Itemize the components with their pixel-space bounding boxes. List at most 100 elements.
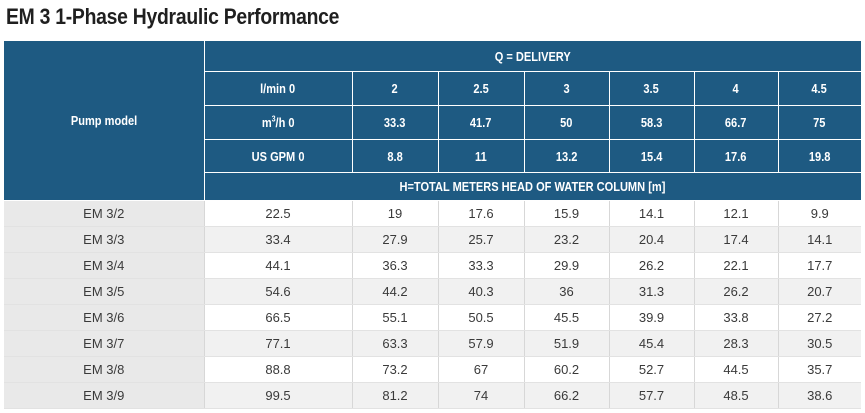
head-value-cell: 9.9 xyxy=(778,200,862,227)
m3h-value: 75 xyxy=(777,105,862,140)
head-value-cell: 14.1 xyxy=(778,226,862,253)
gpm-value-text: 19.8 xyxy=(808,148,831,164)
gpm-value-text: 11 xyxy=(475,148,487,164)
head-value-cell: 36 xyxy=(524,278,610,305)
gpm-value-text: 15.4 xyxy=(640,148,663,164)
lmin-unit-label-text: l/min 0 xyxy=(260,81,296,96)
head-value-cell: 57.7 xyxy=(609,382,695,409)
table-row: EM 3/2 22.5 19 17.6 15.9 14.1 12.1 9.9 xyxy=(4,200,862,227)
head-value-cell: 77.1 xyxy=(204,330,353,357)
head-value-cell: 40.3 xyxy=(438,278,525,305)
head-value-cell: 26.2 xyxy=(609,252,695,279)
gpm-unit-label: US GPM 0 xyxy=(203,139,353,173)
head-value-cell: 50.5 xyxy=(438,304,525,331)
m3h-value-text: 66.7 xyxy=(725,115,747,130)
pump-model-header: Pump model xyxy=(4,40,205,201)
gpm-value: 11 xyxy=(437,139,525,173)
head-value-cell: 51.9 xyxy=(524,330,610,357)
table-row: EM 3/4 44.1 36.3 33.3 29.9 26.2 22.1 17.7 xyxy=(4,252,862,279)
table-row: EM 3/5 54.6 44.2 40.3 36 31.3 26.2 20.7 xyxy=(4,278,862,305)
gpm-value: 15.4 xyxy=(608,139,695,173)
head-header: H=TOTAL METERS HEAD OF WATER COLUMN [m] xyxy=(203,172,862,201)
lmin-row: l/min 0 2 2.5 3 3.5 4 4.5 xyxy=(4,71,862,106)
lmin-value: 2 xyxy=(351,71,439,106)
head-value-cell: 20.7 xyxy=(778,278,862,305)
head-value-cell: 26.2 xyxy=(694,278,779,305)
head-value-cell: 88.8 xyxy=(204,356,353,383)
delivery-label: Q = DELIVERY xyxy=(494,48,571,64)
head-value-cell: 17.4 xyxy=(694,226,779,253)
gpm-row: US GPM 0 8.8 11 13.2 15.4 17.6 19.8 xyxy=(4,139,862,173)
head-value-cell: 19 xyxy=(352,200,439,227)
table-row: EM 3/6 66.5 55.1 50.5 45.5 39.9 33.8 27.2 xyxy=(4,304,862,331)
head-value-cell: 38.6 xyxy=(778,382,862,409)
delivery-header: Q = DELIVERY xyxy=(203,40,862,72)
table-header: Pump model Q = DELIVERY l/min 0 2 2.5 3 3.5 4… xyxy=(4,40,862,201)
head-value-cell: 31.3 xyxy=(609,278,695,305)
head-value-cell: 55.1 xyxy=(352,304,439,331)
head-value-cell: 44.2 xyxy=(352,278,439,305)
m3h-unit-post: /h 0 xyxy=(275,115,295,130)
head-value-cell: 22.5 xyxy=(204,200,353,227)
m3h-value: 66.7 xyxy=(693,105,779,140)
head-value-cell: 29.9 xyxy=(524,252,610,279)
table-row: EM 3/8 88.8 73.2 67 60.2 52.7 44.5 35.7 xyxy=(4,356,862,383)
pump-model-cell: EM 3/6 xyxy=(4,304,205,331)
gpm-value: 17.6 xyxy=(693,139,779,173)
head-value-cell: 57.9 xyxy=(438,330,525,357)
m3h-unit-sup: 3 xyxy=(271,114,276,124)
lmin-value: 3.5 xyxy=(608,71,695,106)
pump-model-cell: EM 3/2 xyxy=(4,200,205,227)
pump-model-cell: EM 3/8 xyxy=(4,356,205,383)
m3h-value: 50 xyxy=(523,105,610,140)
m3h-row: m3/h 0 33.3 41.7 50 58.3 66.7 75 xyxy=(4,105,862,140)
gpm-value: 8.8 xyxy=(351,139,439,173)
head-value-cell: 67 xyxy=(438,356,525,383)
gpm-value-text: 8.8 xyxy=(387,148,403,164)
head-value-cell: 23.2 xyxy=(524,226,610,253)
head-value-cell: 12.1 xyxy=(694,200,779,227)
head-value-cell: 30.5 xyxy=(778,330,862,357)
table-row: EM 3/7 77.1 63.3 57.9 51.9 45.4 28.3 30.5 xyxy=(4,330,862,357)
head-value-cell: 15.9 xyxy=(524,200,610,227)
pump-model-cell: EM 3/5 xyxy=(4,278,205,305)
pump-model-cell: EM 3/9 xyxy=(4,382,205,409)
head-value-cell: 66.2 xyxy=(524,382,610,409)
lmin-value-text: 2 xyxy=(391,81,399,96)
m3h-value: 41.7 xyxy=(437,105,525,140)
m3h-value-text: 33.3 xyxy=(384,115,406,130)
head-value-cell: 35.7 xyxy=(778,356,862,383)
head-value-cell: 74 xyxy=(438,382,525,409)
pump-model-label: Pump model xyxy=(70,113,137,128)
head-value-cell: 17.7 xyxy=(778,252,862,279)
head-value-cell: 27.2 xyxy=(778,304,862,331)
m3h-unit-pre: m xyxy=(261,115,272,130)
head-value-cell: 33.4 xyxy=(204,226,353,253)
head-value-cell: 27.9 xyxy=(352,226,439,253)
lmin-value: 4.5 xyxy=(777,71,862,106)
performance-table: Pump model Q = DELIVERY l/min 0 2 2.5 3 3.5 4… xyxy=(4,40,862,409)
gpm-value-text: 17.6 xyxy=(725,148,747,164)
head-value-cell: 63.3 xyxy=(352,330,439,357)
head-value-cell: 52.7 xyxy=(609,356,695,383)
head-value-cell: 44.1 xyxy=(204,252,353,279)
head-label: H=TOTAL METERS HEAD OF WATER COLUMN [m] xyxy=(399,179,666,194)
m3h-unit-label: m3/h 0 xyxy=(203,105,353,140)
gpm-value: 19.8 xyxy=(777,139,862,173)
head-value-cell: 44.5 xyxy=(694,356,779,383)
pump-model-cell: EM 3/7 xyxy=(4,330,205,357)
m3h-value-text: 41.7 xyxy=(470,115,492,130)
head-value-cell: 60.2 xyxy=(524,356,610,383)
head-value-cell: 54.6 xyxy=(204,278,353,305)
lmin-value-text: 4 xyxy=(732,81,740,96)
head-value-cell: 36.3 xyxy=(352,252,439,279)
lmin-value-text: 3 xyxy=(563,81,570,96)
lmin-value-text: 4.5 xyxy=(811,81,828,96)
table-row: EM 3/9 99.5 81.2 74 66.2 57.7 48.5 38.6 xyxy=(4,382,862,409)
lmin-value-text: 3.5 xyxy=(643,81,660,96)
head-value-cell: 20.4 xyxy=(609,226,695,253)
pump-model-cell: EM 3/4 xyxy=(4,252,205,279)
head-value-cell: 99.5 xyxy=(204,382,353,409)
head-value-cell: 28.3 xyxy=(694,330,779,357)
lmin-unit-label: l/min 0 xyxy=(203,71,353,106)
